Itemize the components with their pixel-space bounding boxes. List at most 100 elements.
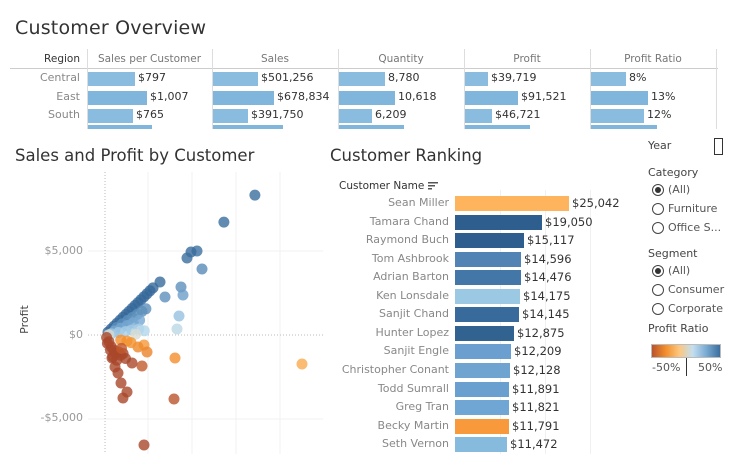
customer-point[interactable] xyxy=(181,252,193,264)
legend-min-label: -50% xyxy=(652,361,681,374)
overview-bar[interactable] xyxy=(465,72,488,86)
customer-point[interactable] xyxy=(296,358,308,370)
ranking-bar[interactable] xyxy=(455,307,519,323)
radio-button[interactable] xyxy=(652,302,664,315)
customer-point[interactable] xyxy=(121,386,133,398)
column-header[interactable]: Profit xyxy=(513,53,541,65)
overview-bar[interactable] xyxy=(591,91,648,105)
customer-name[interactable]: Hunter Lopez xyxy=(375,325,449,339)
customer-name[interactable]: Greg Tran xyxy=(395,400,449,414)
overview-bar[interactable] xyxy=(339,72,385,86)
ranking-bar[interactable] xyxy=(455,437,507,453)
ranking-bar[interactable] xyxy=(455,196,569,211)
customer-point[interactable] xyxy=(136,360,148,372)
radio-button[interactable] xyxy=(652,183,664,196)
region-label: East xyxy=(56,90,80,103)
radio-button[interactable] xyxy=(652,202,664,215)
overview-bar[interactable] xyxy=(465,91,518,105)
ranking-bar[interactable] xyxy=(455,233,524,249)
ranking-bar[interactable] xyxy=(455,381,509,397)
category-option[interactable]: (All) xyxy=(652,183,690,196)
customer-name[interactable]: Tamara Chand xyxy=(369,214,449,228)
customer-name[interactable]: Ken Lonsdale xyxy=(376,288,449,302)
customer-name[interactable]: Sean Miller xyxy=(388,196,449,209)
overview-bar-partial[interactable] xyxy=(339,125,404,129)
customer-point[interactable] xyxy=(130,328,142,340)
profit-ratio-color-legend[interactable] xyxy=(651,344,721,358)
segment-option[interactable]: (All) xyxy=(652,264,690,277)
overview-bar[interactable] xyxy=(88,109,133,123)
column-header[interactable]: Sales per Customer xyxy=(97,53,202,65)
customer-point[interactable] xyxy=(171,323,183,335)
overview-bar[interactable] xyxy=(88,91,147,105)
segment-option[interactable]: Consumer xyxy=(652,283,724,296)
customer-name[interactable]: Seth Vernon xyxy=(382,437,449,451)
customer-point[interactable] xyxy=(120,353,131,364)
customer-point[interactable] xyxy=(196,263,208,275)
customer-point[interactable] xyxy=(141,346,153,358)
customer-point[interactable] xyxy=(134,314,146,326)
customer-name[interactable]: Todd Sumrall xyxy=(377,381,449,395)
overview-bar[interactable] xyxy=(591,72,626,86)
customer-name[interactable]: Sanjit Engle xyxy=(383,344,449,358)
overview-bar[interactable] xyxy=(339,109,372,123)
overview-bar[interactable] xyxy=(213,91,274,105)
customer-point[interactable] xyxy=(138,325,150,337)
customer-point[interactable] xyxy=(147,282,159,294)
column-header[interactable]: Quantity xyxy=(378,53,424,65)
ranking-bar[interactable] xyxy=(455,251,521,267)
overview-bar-partial[interactable] xyxy=(465,125,530,129)
sort-icon[interactable] xyxy=(428,182,439,190)
ranking-bar[interactable] xyxy=(455,325,514,341)
customer-name[interactable]: Tom Ashbrook xyxy=(371,251,449,265)
customer-name[interactable]: Raymond Buch xyxy=(365,233,449,247)
customer-point[interactable] xyxy=(115,377,127,389)
overview-bar-partial[interactable] xyxy=(213,125,283,129)
radio-button[interactable] xyxy=(652,221,664,234)
ranking-bar[interactable] xyxy=(455,344,511,360)
overview-bar[interactable] xyxy=(213,72,258,86)
radio-button[interactable] xyxy=(652,264,664,277)
ranking-bar[interactable] xyxy=(455,400,509,416)
column-header[interactable]: Profit Ratio xyxy=(624,53,682,65)
category-option[interactable]: Furniture xyxy=(652,202,717,215)
ranking-bar[interactable] xyxy=(455,418,509,434)
customer-point[interactable] xyxy=(169,352,181,364)
overview-bar-partial[interactable] xyxy=(591,125,657,129)
ranking-bar[interactable] xyxy=(455,362,510,378)
customer-point[interactable] xyxy=(140,303,152,315)
ranking-bar[interactable] xyxy=(455,270,521,286)
customer-point[interactable] xyxy=(168,393,180,405)
category-option[interactable]: Office S... xyxy=(652,221,721,234)
customer-name[interactable]: Becky Martin xyxy=(377,418,449,432)
customer-point[interactable] xyxy=(173,310,185,322)
customer-point[interactable] xyxy=(177,289,189,301)
year-filter-dropdown[interactable] xyxy=(714,138,723,155)
customer-point[interactable] xyxy=(125,337,137,349)
customer-name[interactable]: Christopher Conant xyxy=(341,362,449,376)
overview-bar-partial[interactable] xyxy=(88,125,152,129)
radio-selected-dot xyxy=(655,186,661,193)
overview-bar[interactable] xyxy=(339,91,395,105)
overview-bar[interactable] xyxy=(213,109,248,123)
customer-point[interactable] xyxy=(138,439,150,451)
overview-bar[interactable] xyxy=(88,72,135,86)
overview-bar[interactable] xyxy=(591,109,644,123)
customer-name[interactable]: Adrian Barton xyxy=(373,270,449,284)
ranking-bar[interactable] xyxy=(455,288,520,304)
segment-option[interactable]: Corporate xyxy=(652,302,723,315)
ranking-bar[interactable] xyxy=(455,214,542,230)
customer-point[interactable] xyxy=(111,354,123,366)
scatter-plot[interactable] xyxy=(88,172,323,454)
customer-name-header[interactable]: Customer Name xyxy=(339,180,439,192)
customer-point[interactable] xyxy=(116,342,127,354)
overview-bar[interactable] xyxy=(465,109,492,123)
customer-name[interactable]: Sanjit Chand xyxy=(379,307,449,321)
customer-point[interactable] xyxy=(249,189,261,201)
radio-button[interactable] xyxy=(652,283,664,296)
ranking-value: $12,128 xyxy=(513,362,561,377)
customer-point[interactable] xyxy=(159,291,171,303)
customer-point[interactable] xyxy=(218,216,230,228)
column-header[interactable]: Sales xyxy=(261,53,289,65)
customer-point[interactable] xyxy=(115,334,127,346)
